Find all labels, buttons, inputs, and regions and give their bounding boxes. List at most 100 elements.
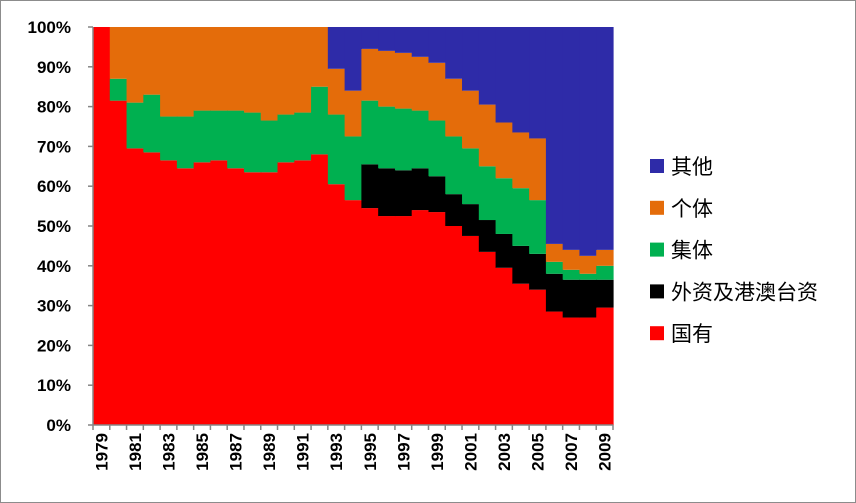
bar-segment-1993-series-0 — [327, 184, 346, 425]
bar-segment-1995-series-1 — [361, 164, 379, 209]
x-tick-label: 1981 — [126, 433, 145, 471]
bar-segment-2000-series-3 — [445, 78, 463, 137]
bar-segment-1994-series-0 — [344, 200, 362, 425]
bar-segment-1997-series-3 — [394, 52, 413, 109]
bar-segment-2001-series-3 — [462, 90, 480, 149]
y-tick-label: 80% — [37, 98, 71, 117]
bar-segment-2003-series-1 — [495, 233, 513, 268]
bar-segment-1995-series-4 — [361, 27, 379, 49]
bar-segment-1981-series-3 — [126, 27, 144, 103]
bar-segment-1995-series-2 — [361, 100, 379, 165]
x-tick-label: 1995 — [361, 433, 380, 471]
bar-segment-2006-series-4 — [545, 27, 564, 244]
y-tick-label: 30% — [37, 297, 71, 316]
bar-segment-1992-series-2 — [311, 86, 329, 155]
y-tick-label: 40% — [37, 257, 71, 276]
bar-segment-1994-series-2 — [344, 136, 362, 201]
bar-segment-1981-series-0 — [126, 148, 144, 425]
bar-segment-1999-series-2 — [428, 120, 446, 177]
bar-segment-2005-series-3 — [529, 138, 547, 201]
bar-segment-2003-series-0 — [495, 267, 513, 425]
bar-segment-2006-series-1 — [545, 273, 564, 312]
bar-segment-1996-series-1 — [378, 168, 396, 217]
x-tick-label: 1987 — [227, 433, 246, 471]
bar-segment-1992-series-3 — [311, 27, 329, 87]
bar-segment-1997-series-4 — [394, 27, 413, 53]
bar-segment-2007-series-0 — [562, 317, 581, 425]
bar-segment-2008-series-2 — [579, 273, 597, 280]
x-tick-label: 2009 — [596, 433, 615, 471]
bar-segment-1981-series-2 — [126, 102, 144, 149]
bar-segment-2004-series-1 — [512, 245, 530, 284]
bar-segment-2002-series-1 — [478, 220, 497, 252]
legend-swatch — [650, 159, 664, 173]
bar-segment-2002-series-2 — [478, 166, 497, 221]
bar-segment-2001-series-1 — [462, 204, 480, 236]
bar-segment-2008-series-1 — [579, 279, 597, 318]
legend-label: 集体 — [671, 240, 713, 263]
bar-segment-1996-series-0 — [378, 216, 396, 425]
bar-segment-2001-series-0 — [462, 235, 480, 425]
bar-segment-1988-series-0 — [243, 172, 262, 425]
y-tick-label: 60% — [37, 177, 71, 196]
y-tick-label: 0% — [46, 416, 71, 435]
x-tick-label: 1993 — [327, 433, 346, 471]
axes-layer: 0% 10% 20% 30% 40% 50% 60% 70% 80% 90% 100% 1979 198… — [28, 18, 615, 471]
bar-segment-1993-series-3 — [327, 68, 346, 115]
bar-segment-1999-series-3 — [428, 62, 446, 121]
bar-segment-2000-series-1 — [445, 194, 463, 226]
bar-segment-2000-series-4 — [445, 27, 463, 79]
bar-segment-1985-series-2 — [193, 110, 212, 163]
bar-segment-2005-series-4 — [529, 27, 547, 139]
bar-segment-1983-series-0 — [160, 160, 178, 425]
bar-segment-2002-series-3 — [478, 104, 497, 167]
x-tick-label: 1999 — [428, 433, 447, 471]
bar-segment-1996-series-4 — [378, 27, 396, 51]
bar-segment-2009-series-4 — [596, 27, 614, 250]
bar-segment-1990-series-2 — [277, 114, 295, 163]
bar-segment-1999-series-1 — [428, 176, 446, 213]
bar-segment-1989-series-2 — [260, 120, 279, 173]
bar-segment-2008-series-3 — [579, 255, 597, 274]
legend-swatch — [650, 284, 664, 299]
bar-segment-1982-series-2 — [143, 94, 161, 153]
legend-label: 个体 — [671, 198, 713, 221]
bar-segment-1990-series-0 — [277, 162, 295, 425]
bar-segment-1979-series-0 — [93, 27, 111, 425]
x-tick-label: 2003 — [495, 433, 514, 471]
bar-segment-1994-series-4 — [344, 27, 362, 91]
bar-segment-1990-series-3 — [277, 27, 295, 115]
x-tick-label: 2007 — [562, 433, 581, 471]
legend-label: 国有 — [671, 323, 713, 346]
bar-segment-2009-series-3 — [596, 249, 614, 266]
bar-segment-1980-series-2 — [109, 78, 128, 101]
x-tick-label: 1989 — [260, 433, 279, 471]
bar-segment-1998-series-3 — [411, 56, 430, 111]
y-tick-label: 10% — [37, 376, 71, 395]
bar-segment-2007-series-4 — [562, 27, 581, 250]
bar-segment-2006-series-0 — [545, 311, 564, 425]
bar-segment-1984-series-2 — [176, 116, 195, 169]
x-tick-label: 1985 — [193, 433, 212, 471]
bar-segment-1995-series-0 — [361, 208, 379, 425]
y-tick-label: 70% — [37, 137, 71, 156]
bar-segment-1996-series-3 — [378, 50, 396, 107]
bar-segment-2003-series-3 — [495, 122, 513, 179]
bar-segment-2007-series-3 — [562, 249, 581, 270]
y-tick-label: 20% — [37, 336, 71, 355]
y-tick-label: 100% — [28, 18, 71, 37]
bar-segment-1984-series-3 — [176, 27, 195, 117]
bar-segment-1989-series-3 — [260, 27, 279, 121]
bar-segment-2006-series-2 — [545, 261, 564, 274]
bar-segment-1986-series-0 — [210, 160, 228, 425]
bar-segment-1998-series-4 — [411, 27, 430, 57]
bar-segment-1999-series-4 — [428, 27, 446, 63]
bar-segment-1995-series-3 — [361, 48, 379, 101]
bar-segment-1993-series-4 — [327, 27, 346, 69]
bar-segment-2001-series-2 — [462, 148, 480, 205]
bar-segment-2003-series-2 — [495, 178, 513, 234]
legend-swatch — [650, 242, 664, 257]
